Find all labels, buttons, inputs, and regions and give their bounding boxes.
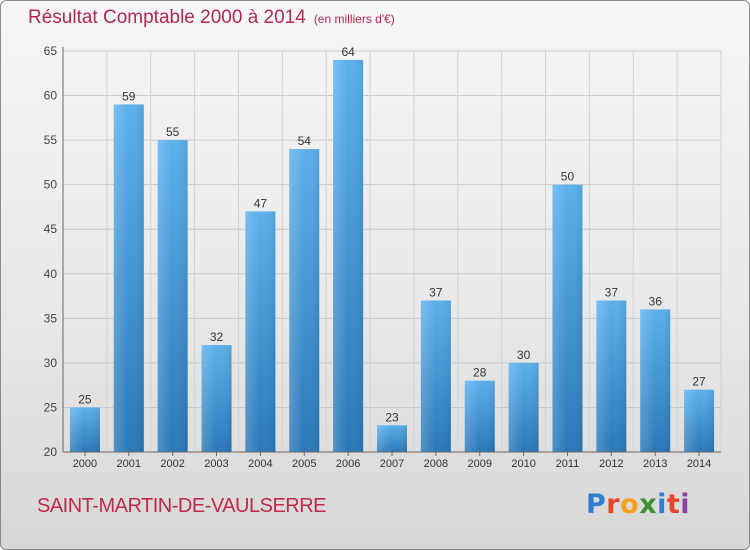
bar-shine-2008 (420, 300, 451, 452)
bar-shine-2011 (552, 184, 583, 452)
data-label-2005: 54 (298, 134, 312, 148)
x-tick-label-2013: 2013 (643, 458, 667, 470)
y-tick-label: 45 (44, 222, 58, 236)
y-tick-label: 50 (44, 178, 58, 192)
town-name: SAINT-MARTIN-DE-VAULSERRE (37, 495, 327, 517)
logo-letter: t (666, 489, 681, 520)
y-tick-label: 30 (44, 356, 58, 370)
y-tick-label: 20 (44, 445, 58, 459)
x-tick-label-2000: 2000 (73, 458, 97, 470)
logo-letter: o (620, 489, 640, 520)
x-tick-label-2001: 2001 (117, 458, 141, 470)
x-tick-label-2012: 2012 (599, 458, 623, 470)
chart-title-text: Résultat Comptable 2000 à 2014 (28, 7, 306, 28)
proxiti-logo: Proxiti (586, 489, 690, 520)
bar-shine-2010 (508, 362, 539, 452)
logo-letter: P (586, 489, 607, 520)
data-label-2000: 25 (78, 392, 92, 406)
data-label-2008: 37 (429, 286, 443, 300)
bars-layer (69, 59, 715, 453)
x-tick-label-2005: 2005 (292, 458, 316, 470)
data-label-2003: 32 (210, 330, 224, 344)
y-tick-label: 60 (44, 89, 58, 103)
data-label-2002: 55 (166, 125, 180, 139)
y-tick-label: 65 (44, 44, 58, 58)
y-tick-label: 25 (44, 400, 58, 414)
bar-shine-2005 (289, 149, 320, 452)
x-tick-label-2004: 2004 (248, 458, 272, 470)
data-label-2011: 50 (561, 170, 575, 184)
bar-shine-2009 (464, 380, 495, 452)
chart-title: Résultat Comptable 2000 à 2014 (en millie… (28, 7, 395, 29)
logo-letter: i (657, 489, 667, 520)
data-label-2012: 37 (605, 286, 619, 300)
x-tick-label-2010: 2010 (511, 458, 535, 470)
x-tick-label-2014: 2014 (687, 458, 711, 470)
data-label-2014: 27 (692, 375, 706, 389)
axis-layer: 20 25 30 35 40 45 50 55 60 65 25 2000 59 2001 55 2002 32… (44, 44, 721, 470)
logo-letter: x (639, 489, 658, 520)
y-tick-label: 55 (44, 133, 58, 147)
data-label-2006: 64 (341, 45, 355, 59)
x-tick-label-2011: 2011 (556, 458, 580, 470)
data-label-2004: 47 (254, 196, 268, 210)
x-tick-label-2007: 2007 (380, 458, 404, 470)
bar-shine-2001 (113, 104, 144, 452)
x-tick-label-2003: 2003 (204, 458, 228, 470)
chart-subtitle: (en milliers d'€) (313, 12, 395, 26)
bar-shine-2014 (684, 389, 715, 452)
x-tick-label-2008: 2008 (424, 458, 448, 470)
x-tick-label-2009: 2009 (467, 458, 491, 470)
data-label-2013: 36 (649, 294, 663, 308)
y-tick-label: 35 (44, 311, 58, 325)
bar-shine-2003 (201, 345, 232, 452)
bar-shine-2000 (69, 407, 100, 452)
x-tick-label-2006: 2006 (336, 458, 360, 470)
logo-letter: r (606, 489, 621, 520)
data-label-2009: 28 (473, 366, 487, 380)
y-tick-label: 40 (44, 267, 58, 281)
bar-shine-2002 (157, 140, 188, 452)
bar-shine-2012 (596, 300, 627, 452)
bar-shine-2004 (245, 211, 276, 452)
data-label-2010: 30 (517, 348, 531, 362)
bar-shine-2013 (640, 309, 671, 452)
data-label-2007: 23 (385, 410, 399, 424)
x-tick-label-2002: 2002 (160, 458, 184, 470)
data-label-2001: 59 (122, 89, 136, 103)
logo-letter: i (680, 489, 691, 520)
bar-shine-2006 (333, 59, 364, 453)
bar-shine-2007 (377, 425, 407, 452)
